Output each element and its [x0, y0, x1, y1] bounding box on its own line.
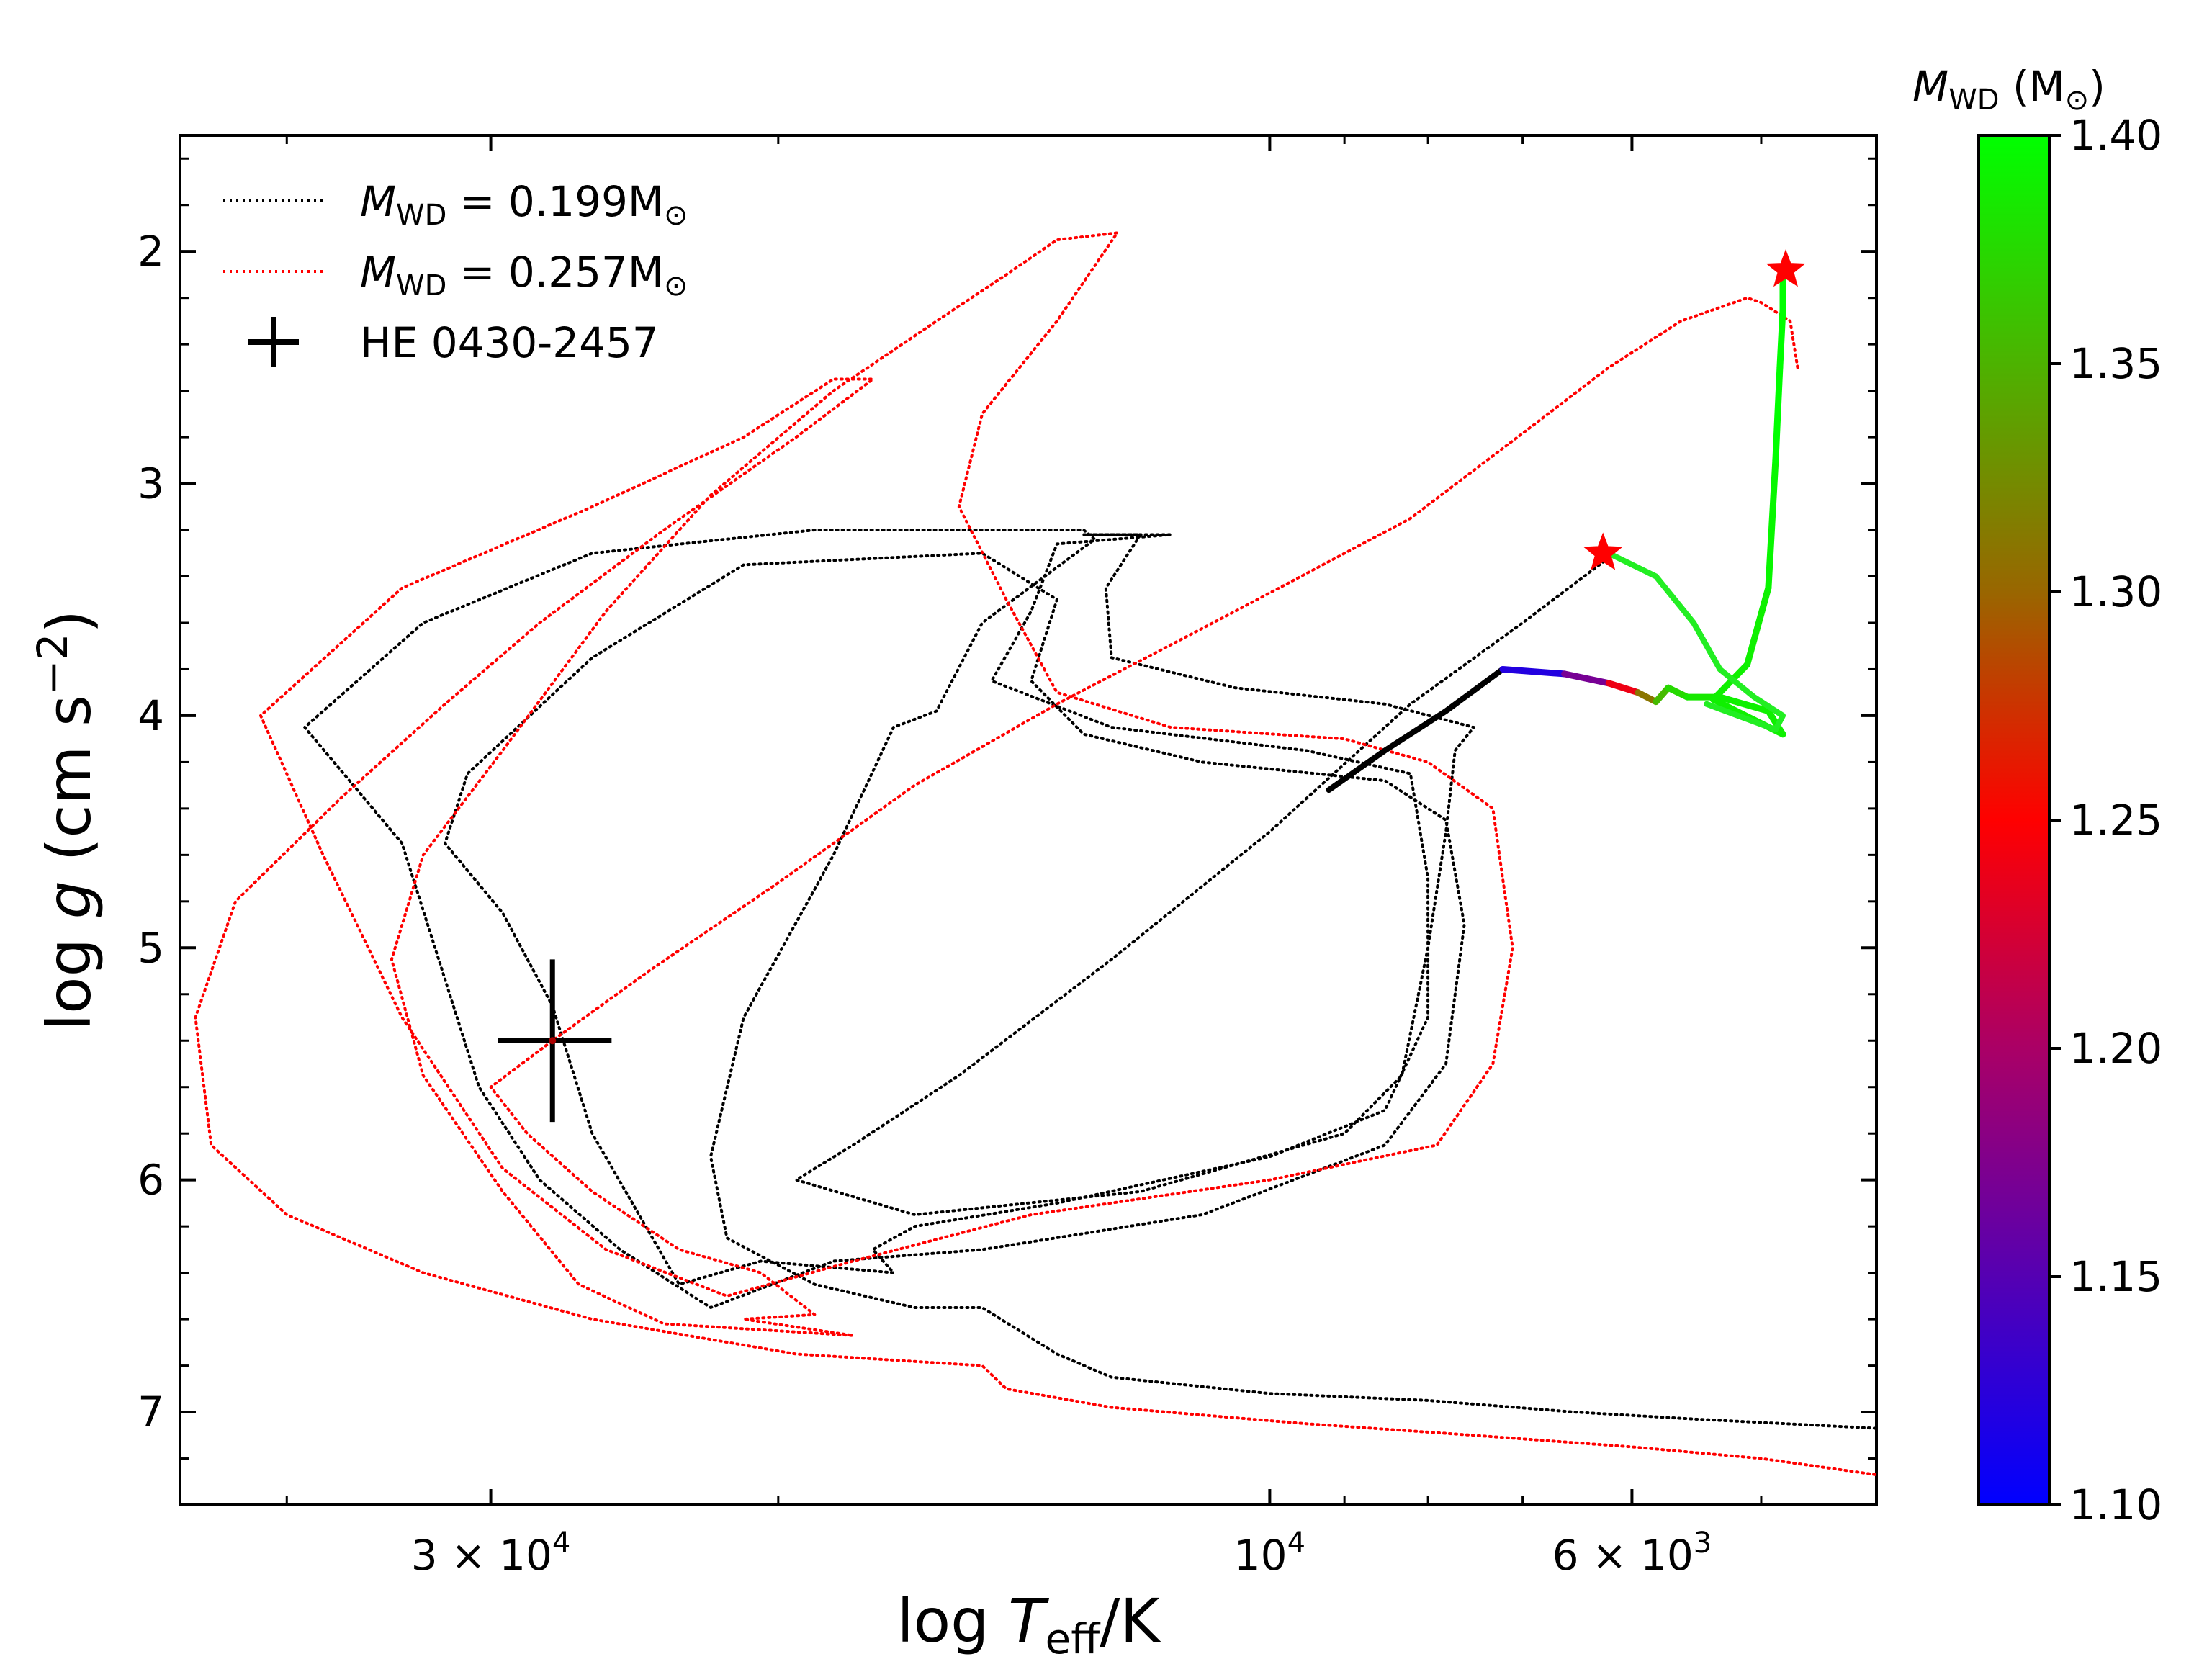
colorbar: 1.10 1.15 1.20 1.25 1.30 1.35 1.40 MWD (M⊙)	[1912, 62, 2162, 1529]
colorbar-tick-label: 1.15	[2069, 1252, 2162, 1301]
y-tick-label: 7	[138, 1388, 164, 1437]
y-tick-label: 6	[138, 1156, 164, 1205]
tick-layer: 3 × 104 104 6 × 103 2 3 4 5 6 7	[138, 135, 1876, 1580]
legend-cross-icon	[248, 317, 299, 367]
colorbar-tick-label: 1.20	[2069, 1024, 2162, 1073]
colorbar-title: MWD (M⊙)	[1912, 62, 2105, 117]
colorbar-gradient	[1977, 134, 2051, 1506]
gradient-track-segment	[1717, 693, 1772, 714]
x-tick-label: 104	[1234, 1527, 1305, 1580]
legend-label-0199: MWD = 0.199M⊙	[360, 177, 688, 232]
y-tick-label: 4	[138, 691, 164, 740]
plot-area: 3 × 104 104 6 × 103 2 3 4 5 6 7	[138, 134, 1878, 1580]
gradient-track-segment	[1665, 684, 1691, 701]
gradient-track-segment	[1499, 666, 1568, 678]
gradient-track-segment	[1635, 689, 1660, 706]
svg-text:log g (cm s−2): log g (cm s−2)	[28, 610, 104, 1030]
plot-frame	[179, 134, 1878, 1506]
gradient-track-segment	[1709, 661, 1750, 703]
gradient-track-segment	[1561, 670, 1612, 687]
gradient-track-segment	[1744, 585, 1772, 668]
marker-layer	[498, 249, 1806, 1123]
gradient-track-segment	[1605, 680, 1642, 696]
colorbar-tick-label: 1.40	[2069, 111, 2162, 160]
svg-text:log Teff/K: log Teff/K	[896, 1586, 1161, 1659]
colorbar-tick-label: 1.30	[2069, 567, 2162, 616]
colorbar-ticks: 1.10 1.15 1.20 1.25 1.30 1.35 1.40	[2049, 111, 2162, 1529]
gradient-track-segment	[1772, 364, 1784, 464]
y-tick-label: 5	[138, 923, 164, 972]
legend-label-he0430: HE 0430-2457	[360, 318, 659, 367]
y-axis-label: log g (cm s−2)	[28, 610, 104, 1030]
x-tick-label: 6 × 103	[1552, 1527, 1712, 1580]
series-line-thick-track	[1326, 666, 1506, 793]
colorbar-tick-label: 1.35	[2069, 339, 2162, 388]
gradient-track-segment	[1776, 306, 1786, 371]
y-tick-label: 2	[138, 227, 164, 276]
x-tick-label: 3 × 104	[411, 1527, 571, 1580]
x-axis-label: log Teff/K	[896, 1586, 1161, 1659]
marker-star-lower	[1583, 532, 1623, 570]
marker-star-upper	[1766, 249, 1806, 287]
legend: MWD = 0.199M⊙ MWD = 0.257M⊙ HE 0430-2457	[223, 177, 688, 367]
series-layer	[194, 231, 1876, 1477]
series-line-m-wd-0-257-msun	[194, 231, 1876, 1477]
colorbar-tick-label: 1.25	[2069, 796, 2162, 845]
colorbar-tick-label: 1.10	[2069, 1480, 2162, 1529]
legend-label-0257: MWD = 0.257M⊙	[360, 248, 688, 302]
gradient-track-segment	[1765, 457, 1779, 592]
series-line-m-wd-0-199-msun	[303, 529, 1876, 1430]
observation-point	[549, 1037, 557, 1045]
y-tick-label: 3	[138, 459, 164, 508]
series-line-green-track	[1606, 550, 1786, 733]
